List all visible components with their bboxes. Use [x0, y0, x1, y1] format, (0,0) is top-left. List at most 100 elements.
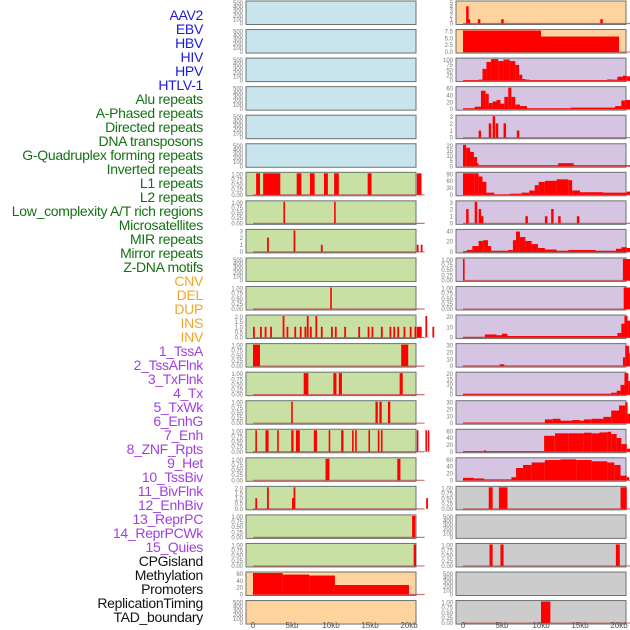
data-bar — [413, 544, 417, 566]
data-bar — [399, 373, 403, 395]
y-tick-label: 500 — [233, 1, 244, 7]
y-tick-label: 0.00 — [231, 307, 243, 313]
y-tick-label: 100 — [443, 588, 454, 594]
data-bar — [583, 432, 592, 452]
data-bar — [473, 157, 478, 167]
y-tick-label: 100 — [233, 132, 244, 138]
track-label: 5_TxWk — [153, 399, 203, 415]
data-bar — [599, 432, 608, 452]
y-tick-label: 1.00 — [231, 172, 243, 178]
data-bar — [544, 419, 553, 424]
data-bar — [485, 451, 543, 452]
data-bar — [389, 326, 392, 338]
y-tick-label: 0.00 — [441, 278, 453, 284]
y-tick-label: 2 — [450, 13, 454, 19]
x-tick-label: 20kb — [400, 621, 418, 630]
data-bar — [293, 230, 296, 252]
data-bar — [595, 107, 616, 110]
data-bar — [501, 19, 504, 24]
track-panel — [245, 457, 417, 482]
data-bar — [572, 163, 574, 167]
data-bar — [607, 462, 615, 481]
y-tick-label: 0 — [450, 478, 454, 484]
track-label: 1_TssA — [158, 343, 203, 359]
data-bar — [525, 216, 528, 224]
track-label: 13_ReprPC — [132, 511, 204, 527]
data-bar — [627, 320, 630, 338]
track-label: CNV — [174, 273, 203, 289]
y-tick-label: 0.00 — [231, 393, 243, 399]
y-tick-label: 40 — [236, 579, 243, 585]
data-bar — [502, 333, 508, 338]
data-bar — [286, 326, 289, 338]
data-bar — [568, 180, 573, 195]
data-bar — [334, 201, 336, 224]
y-tick-label: 0 — [240, 164, 244, 170]
y-tick-label: 1.5 — [235, 491, 244, 497]
data-bar — [474, 106, 481, 110]
data-bar — [380, 326, 383, 338]
y-tick-label: 1.00 — [441, 486, 453, 492]
y-tick-label: 0 — [450, 450, 454, 456]
data-bar — [529, 190, 535, 195]
track-label: Low_complexity A/T rich regions — [11, 203, 204, 219]
data-bar — [478, 209, 482, 224]
data-bar — [551, 209, 554, 224]
data-bar — [491, 59, 499, 81]
y-tick-label: 10 — [446, 382, 453, 388]
y-tick-label: 0.50 — [231, 297, 243, 303]
data-bar — [503, 59, 510, 81]
y-tick-label: 20 — [446, 315, 453, 321]
data-bar — [253, 573, 283, 595]
y-tick-label: 0.25 — [231, 302, 243, 308]
data-bar — [531, 462, 545, 481]
y-tick-label: 0.50 — [441, 297, 453, 303]
y-tick-label: 30 — [446, 186, 453, 192]
data-bar — [377, 430, 380, 452]
y-tick-label: 10 — [446, 357, 453, 363]
y-tick-label: 1.0 — [235, 497, 244, 503]
y-tick-label: 0 — [240, 278, 244, 284]
data-bar — [467, 19, 471, 24]
data-bar — [600, 19, 603, 24]
y-tick-label: 2.0 — [235, 486, 244, 492]
y-tick-label: 0.00 — [441, 621, 453, 627]
data-bar — [622, 258, 630, 281]
data-bar — [482, 451, 485, 452]
data-bar — [504, 365, 619, 367]
y-tick-label: 3 — [450, 201, 454, 207]
track-label: 11_BivFlnk — [137, 483, 204, 499]
data-bar — [463, 451, 483, 452]
y-tick-label: 15 — [446, 149, 453, 155]
data-bar — [488, 103, 493, 110]
track-label: A-Phased repeats — [95, 105, 204, 121]
y-tick-label: 10 — [446, 325, 453, 331]
data-bar — [626, 477, 630, 481]
data-bar — [414, 326, 417, 338]
track-panel — [455, 200, 627, 225]
y-tick-label: 0 — [450, 336, 454, 342]
y-tick-label: 200 — [233, 270, 244, 276]
y-tick-label: 0.25 — [231, 359, 243, 365]
track-label: HBV — [175, 35, 203, 51]
track-label: INS — [180, 315, 204, 331]
data-bar — [463, 108, 475, 110]
y-tick-label: 40 — [446, 436, 453, 442]
data-bar — [409, 326, 412, 338]
track-panel — [245, 143, 417, 168]
data-bar — [544, 249, 557, 252]
y-tick-label: 0 — [450, 593, 454, 599]
data-bar — [296, 173, 302, 195]
data-bar — [512, 240, 517, 252]
data-bar — [425, 316, 428, 338]
y-tick-label: 60 — [446, 179, 453, 185]
y-tick-label: 400 — [233, 62, 244, 68]
data-bar — [552, 418, 561, 424]
track-label: Alu repeats — [135, 91, 203, 107]
data-bar — [294, 326, 297, 338]
data-bar — [463, 365, 500, 367]
data-bar — [519, 106, 527, 110]
y-tick-label: 0.75 — [231, 434, 243, 440]
data-bar — [480, 216, 484, 224]
data-bar — [331, 326, 333, 338]
